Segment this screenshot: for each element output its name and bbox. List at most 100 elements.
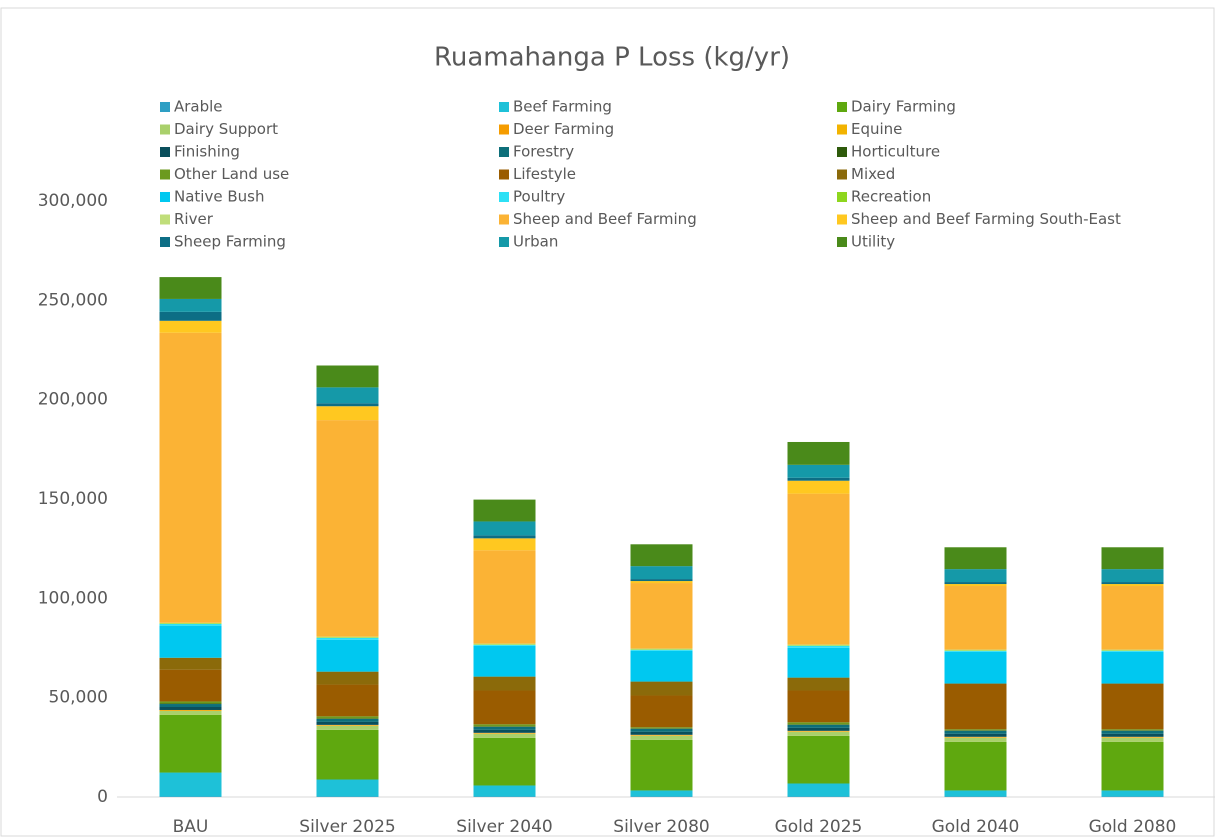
bar-segment <box>944 584 1007 587</box>
bar-segment <box>473 724 536 727</box>
legend-label: Sheep and Beef Farming <box>513 210 697 228</box>
bar-segment <box>159 710 222 711</box>
bar-segment <box>630 739 693 791</box>
y-tick-label: 100,000 <box>38 588 108 608</box>
legend-swatch <box>160 102 170 112</box>
y-tick-label: 150,000 <box>38 489 108 509</box>
bar-segment <box>787 724 850 725</box>
legend-swatch <box>837 214 847 225</box>
legend-label: Native Bush <box>174 188 264 206</box>
bar-segment <box>787 644 850 646</box>
bar-segment <box>787 441 850 465</box>
bar-segment <box>787 690 850 723</box>
bar-segment <box>630 649 693 651</box>
bar-segment <box>473 726 536 730</box>
bar-segment <box>1101 650 1164 652</box>
legend-label: Recreation <box>851 188 931 206</box>
bar-segment <box>630 695 693 728</box>
bar-segment <box>1101 730 1164 731</box>
bar-segment <box>1101 584 1164 587</box>
bar-segment <box>473 550 536 644</box>
bar-segment <box>159 298 222 312</box>
bar-segment <box>944 737 1007 742</box>
bar-segment <box>944 737 1007 738</box>
y-tick-label: 50,000 <box>49 688 108 708</box>
legend-swatch <box>160 147 170 157</box>
bar-segment <box>630 731 693 735</box>
bar-segment <box>473 535 536 539</box>
legend-label: Arable <box>174 98 223 116</box>
bar-segment <box>630 544 693 567</box>
bar-segment <box>473 796 536 797</box>
bar-segment <box>159 704 222 708</box>
bar-segment <box>787 464 850 478</box>
legend-label: River <box>174 210 214 228</box>
bar-segment <box>473 643 536 645</box>
bar-segment <box>630 735 693 740</box>
bar-segment <box>944 582 1007 585</box>
bar-segment <box>473 538 536 551</box>
x-tick-label: Silver 2040 <box>456 817 552 837</box>
bar-segment <box>316 403 379 407</box>
bar-segment <box>316 716 379 719</box>
bar-segment <box>944 651 1007 684</box>
legend-label: Horticulture <box>851 143 940 161</box>
bar-segment <box>159 277 222 299</box>
legend-swatch <box>837 237 847 247</box>
bar-segment <box>630 728 693 732</box>
bar-segment <box>316 725 379 726</box>
y-tick-label: 0 <box>97 787 108 807</box>
bar-segment <box>787 727 850 731</box>
bar-segment <box>159 669 222 702</box>
bar-segment <box>787 645 850 648</box>
bar-segment <box>473 733 536 738</box>
bar-segment <box>1101 650 1164 651</box>
bar-segment <box>1101 569 1164 583</box>
bar-segment <box>630 581 693 584</box>
legend-swatch <box>499 214 509 225</box>
legend-swatch <box>837 192 847 202</box>
bar-segment <box>316 420 379 637</box>
bar-segment <box>787 783 850 797</box>
bar-segment <box>473 644 536 645</box>
bar-segment <box>944 650 1007 651</box>
bar-segment <box>630 796 693 797</box>
legend-swatch <box>499 237 509 247</box>
bar-segment <box>944 649 1007 651</box>
bar-segment <box>316 684 379 717</box>
bar-segment <box>159 623 222 626</box>
bar-segment <box>473 521 536 536</box>
bar-segment <box>944 650 1007 652</box>
legend-label: Deer Farming <box>513 120 614 138</box>
bar-segment <box>159 710 222 715</box>
bar-segment <box>473 644 536 646</box>
bar-segment <box>473 645 536 677</box>
legend-swatch <box>837 169 847 180</box>
bar-segment <box>316 639 379 672</box>
y-tick-label: 300,000 <box>38 191 108 211</box>
bar-segment <box>316 406 379 421</box>
bar-segment <box>159 311 222 321</box>
bar-segment <box>316 671 379 685</box>
bar-segment <box>159 625 222 658</box>
bar-segment <box>316 718 379 722</box>
bar-segment <box>316 796 379 797</box>
legend-swatch <box>160 192 170 202</box>
bar-segment <box>159 714 222 773</box>
bar-segment <box>1101 733 1164 737</box>
bar-segment <box>159 623 222 624</box>
legend-swatch <box>160 214 170 225</box>
legend-swatch <box>499 124 509 135</box>
bar-segment <box>944 730 1007 734</box>
legend-swatch <box>160 124 170 135</box>
bar-segment <box>630 728 693 729</box>
bar-segment <box>944 547 1007 570</box>
bar-segment <box>630 735 693 736</box>
bar-segment <box>1101 547 1164 570</box>
y-tick-label: 200,000 <box>38 390 108 410</box>
legend-swatch <box>499 192 509 202</box>
legend-label: Dairy Farming <box>851 98 956 116</box>
bar-segment <box>473 737 536 786</box>
x-tick-label: Gold 2080 <box>1089 817 1177 837</box>
